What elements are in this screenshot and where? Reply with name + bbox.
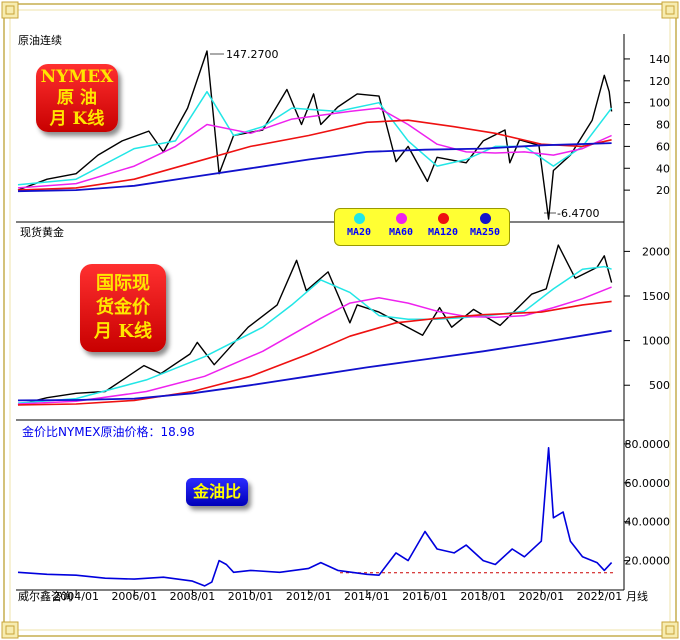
- y-tick-label-p2: 2000: [642, 245, 670, 258]
- x-tick-label: 2020/01: [518, 590, 564, 603]
- legend-label-ma20: MA20: [346, 227, 372, 238]
- gold-title-badge: 国际现 货金价 月 K线: [80, 264, 166, 352]
- oil-high-label: 147.2700: [226, 48, 279, 61]
- legend-label-ma250: MA250: [469, 227, 501, 238]
- legend-item-ma20: MA20: [337, 213, 381, 238]
- y-tick-label-p1: 140: [649, 53, 670, 66]
- legend-item-ma60: MA60: [379, 213, 423, 238]
- ratio-panel-title: 金价比NYMEX原油价格：18.98: [22, 424, 195, 439]
- series-ma60-p1: [17, 107, 612, 189]
- series-ma250-p1: [17, 142, 612, 193]
- oil-low-label: -6.4700: [557, 207, 599, 220]
- legend-item-ma250: MA250: [463, 213, 507, 238]
- y-tick-label-p3: 80.0000: [625, 438, 671, 451]
- frame-corner-ornament-br: [661, 621, 679, 639]
- y-tick-label-p1: 60: [656, 140, 670, 153]
- frame-inner-border: [9, 9, 671, 631]
- y-tick-label-p3: 60.0000: [625, 477, 671, 490]
- series-ma20-p1: [17, 90, 613, 186]
- x-tick-label: 2010/01: [228, 590, 274, 603]
- series-price-p1: [17, 50, 613, 220]
- ratio-badge-label: 金油比: [192, 482, 241, 501]
- y-tick-label-p3: 40.0000: [625, 516, 671, 529]
- x-tick-label: 2016/01: [402, 590, 448, 603]
- series-ma120-p2: [17, 300, 612, 406]
- legend-swatch-ma60: [395, 213, 407, 224]
- x-tick-label: 2018/01: [460, 590, 506, 603]
- x-tick-label: 2004/01: [53, 590, 99, 603]
- gold-badge-line-1: 国际现: [96, 273, 150, 294]
- ma-legend: MA20 MA60 MA120 MA250: [334, 208, 510, 246]
- oil-badge-line-3: 月 K线: [49, 109, 105, 129]
- footer-source: 威尔鑫咨询: [18, 589, 73, 603]
- oil-badge-line-1: NYMEX: [40, 67, 114, 87]
- oil-title-badge: NYMEX 原 油 月 K线: [36, 64, 118, 132]
- oil-panel-title: 原油连续: [18, 33, 62, 47]
- y-tick-label-p2: 500: [649, 379, 670, 392]
- x-tick-label: 2012/01: [286, 590, 332, 603]
- y-tick-label-p2: 1000: [642, 335, 670, 348]
- legend-label-ma60: MA60: [388, 227, 414, 238]
- series-ma250-p2: [17, 329, 612, 402]
- series-ma20-p2: [17, 265, 612, 404]
- gold-badge-line-3: 月 K线: [94, 321, 152, 342]
- gold-panel-title: 现货黄金: [20, 225, 64, 239]
- legend-item-ma120: MA120: [421, 213, 465, 238]
- x-tick-label: 2006/01: [111, 590, 157, 603]
- y-tick-label-p1: 40: [656, 162, 670, 175]
- oil-badge-line-2: 原 油: [57, 88, 97, 108]
- frame-corner-ornament-bl: [1, 621, 19, 639]
- series-price-p2: [17, 244, 613, 406]
- gold-badge-line-2: 货金价: [96, 297, 150, 318]
- x-tick-label: 2014/01: [344, 590, 390, 603]
- series-金油比-p3: [17, 447, 613, 587]
- series-ma120-p1: [17, 119, 612, 191]
- y-tick-label-p1: 80: [656, 119, 670, 132]
- legend-swatch-ma20: [353, 213, 365, 224]
- y-tick-label-p1: 120: [649, 75, 670, 88]
- y-tick-label-p1: 100: [649, 97, 670, 110]
- frame-corner-ornament-tr: [661, 1, 679, 19]
- legend-swatch-ma250: [479, 213, 491, 224]
- y-tick-label-p3: 20.0000: [625, 555, 671, 568]
- frame-corner-ornament-tl: [1, 1, 19, 19]
- frame-border: [3, 3, 677, 637]
- y-tick-label-p1: 20: [656, 184, 670, 197]
- legend-label-ma120: MA120: [427, 227, 459, 238]
- y-tick-label-p2: 1500: [642, 290, 670, 303]
- legend-swatch-ma120: [437, 213, 449, 224]
- x-tick-label: 2022/01: [577, 590, 623, 603]
- footer-period: 月线: [626, 589, 648, 603]
- ratio-title-badge: 金油比: [186, 478, 248, 506]
- x-tick-label: 2008/01: [170, 590, 216, 603]
